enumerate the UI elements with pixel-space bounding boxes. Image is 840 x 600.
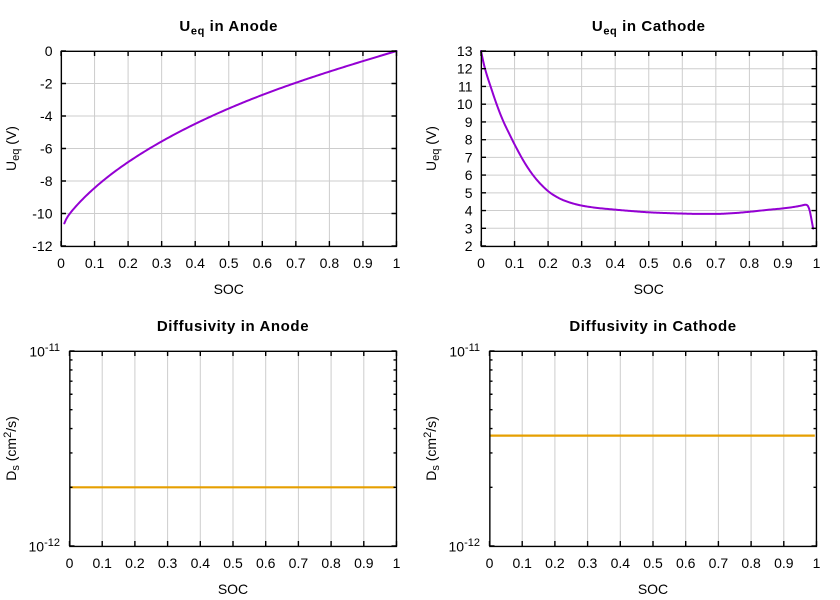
svg-text:0.3: 0.3	[578, 555, 598, 571]
svg-text:Ds (cm2/s): Ds (cm2/s)	[422, 416, 442, 481]
svg-text:3: 3	[465, 220, 473, 236]
svg-text:0.6: 0.6	[673, 255, 693, 271]
svg-text:0.2: 0.2	[545, 555, 565, 571]
svg-text:SOC: SOC	[638, 581, 668, 597]
svg-text:0.1: 0.1	[505, 255, 525, 271]
svg-text:10-12: 10-12	[29, 537, 60, 554]
svg-text:0.5: 0.5	[643, 555, 663, 571]
svg-text:SOC: SOC	[214, 281, 244, 297]
svg-text:-12: -12	[32, 238, 52, 254]
svg-text:-4: -4	[40, 108, 53, 124]
svg-text:0.4: 0.4	[185, 255, 205, 271]
svg-text:SOC: SOC	[218, 581, 248, 597]
svg-text:8: 8	[465, 132, 473, 148]
svg-text:4: 4	[465, 203, 473, 219]
svg-text:0.7: 0.7	[289, 555, 309, 571]
svg-text:0.7: 0.7	[286, 255, 306, 271]
svg-text:0.4: 0.4	[191, 555, 211, 571]
svg-text:0.9: 0.9	[773, 255, 793, 271]
svg-text:0.3: 0.3	[152, 255, 172, 271]
svg-text:2: 2	[465, 238, 473, 254]
svg-text:12: 12	[457, 61, 473, 77]
svg-text:0.2: 0.2	[538, 255, 558, 271]
svg-text:1: 1	[813, 555, 821, 571]
svg-text:Diffusivity in Cathode: Diffusivity in Cathode	[569, 318, 736, 335]
svg-text:0.8: 0.8	[740, 255, 760, 271]
svg-text:0.1: 0.1	[85, 255, 105, 271]
svg-text:0: 0	[66, 555, 74, 571]
svg-text:10: 10	[457, 96, 473, 112]
svg-text:-6: -6	[40, 141, 53, 157]
svg-text:Ds (cm2/s): Ds (cm2/s)	[2, 416, 22, 481]
svg-text:11: 11	[458, 78, 473, 94]
svg-text:7: 7	[465, 149, 473, 165]
svg-text:0.8: 0.8	[741, 555, 761, 571]
svg-text:0: 0	[477, 255, 485, 271]
svg-text:0.3: 0.3	[158, 555, 178, 571]
svg-text:6: 6	[465, 167, 473, 183]
svg-text:0.4: 0.4	[605, 255, 625, 271]
svg-text:0.2: 0.2	[125, 555, 145, 571]
svg-text:13: 13	[457, 43, 473, 59]
svg-text:0.6: 0.6	[256, 555, 276, 571]
svg-text:0: 0	[45, 43, 53, 59]
svg-text:0.9: 0.9	[353, 255, 373, 271]
svg-text:0.2: 0.2	[118, 255, 138, 271]
svg-text:Ueq in Anode: Ueq in Anode	[179, 18, 278, 37]
svg-text:0.9: 0.9	[774, 555, 794, 571]
svg-text:1: 1	[813, 255, 821, 271]
svg-text:0.7: 0.7	[709, 555, 729, 571]
svg-text:1: 1	[393, 555, 401, 571]
svg-text:0.4: 0.4	[611, 555, 631, 571]
svg-text:0.1: 0.1	[512, 555, 532, 571]
svg-text:9: 9	[465, 114, 473, 130]
svg-text:-8: -8	[40, 173, 53, 189]
svg-text:0.5: 0.5	[223, 555, 243, 571]
svg-text:0.6: 0.6	[253, 255, 273, 271]
svg-text:0.7: 0.7	[706, 255, 726, 271]
svg-text:0.3: 0.3	[572, 255, 592, 271]
svg-text:0: 0	[486, 555, 494, 571]
svg-text:1: 1	[393, 255, 401, 271]
svg-text:SOC: SOC	[634, 281, 664, 297]
svg-text:5: 5	[465, 185, 473, 201]
svg-text:0.8: 0.8	[320, 255, 340, 271]
svg-text:0.1: 0.1	[92, 555, 112, 571]
svg-text:0.5: 0.5	[219, 255, 239, 271]
svg-text:Diffusivity in Anode: Diffusivity in Anode	[157, 318, 309, 335]
svg-text:Ueq in Cathode: Ueq in Cathode	[592, 18, 706, 37]
svg-text:0.6: 0.6	[676, 555, 696, 571]
svg-text:0.9: 0.9	[354, 555, 374, 571]
svg-text:0.8: 0.8	[321, 555, 341, 571]
svg-text:-2: -2	[40, 76, 53, 92]
svg-text:-10: -10	[32, 206, 52, 222]
svg-text:0.5: 0.5	[639, 255, 659, 271]
svg-text:0: 0	[57, 255, 65, 271]
